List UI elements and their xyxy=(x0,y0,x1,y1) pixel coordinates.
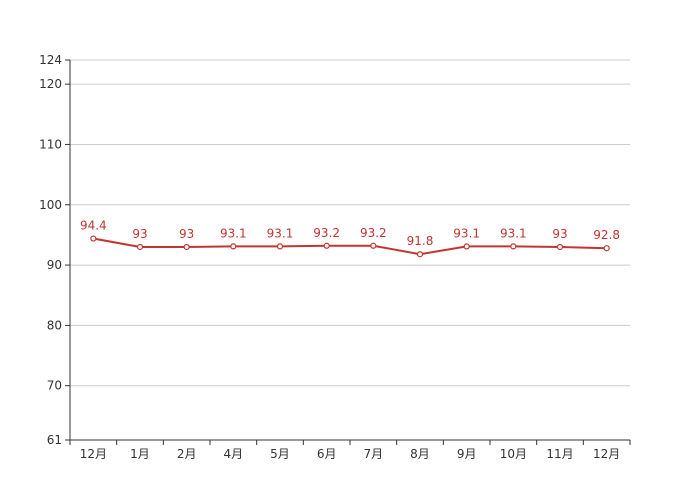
x-tick-label: 12月 xyxy=(80,447,107,461)
data-point xyxy=(510,243,517,250)
x-tick-label: 6月 xyxy=(317,447,337,461)
data-label: 93.1 xyxy=(500,226,527,240)
y-tick-label: 100 xyxy=(39,198,62,212)
x-tick-label: 8月 xyxy=(410,447,430,461)
series-line-path xyxy=(93,237,607,256)
x-tick-label: 5月 xyxy=(270,447,290,461)
data-label: 94.4 xyxy=(80,219,107,233)
axes xyxy=(69,60,630,441)
data-point xyxy=(136,243,144,251)
data-point xyxy=(463,243,470,250)
x-tick-label: 10月 xyxy=(500,447,527,461)
data-point xyxy=(230,243,237,250)
data-label: 93 xyxy=(132,227,147,241)
data-label: 93.1 xyxy=(220,226,247,240)
x-tick-label: 1月 xyxy=(130,447,150,461)
x-tick-label: 12月 xyxy=(593,447,620,461)
data-point xyxy=(276,243,284,250)
x-axis-ticks: 12月 1月 2月 4月 5月 6月 7月 8月 9月 10月 11月 12月 xyxy=(69,440,631,461)
y-axis-ticks: 61 70 80 90 100 110 120 124 xyxy=(39,53,70,447)
data-labels: 94.4 93 93 93.1 93.1 93.2 93.2 91.8 93.1 93.1 93 92… xyxy=(80,219,620,249)
data-point xyxy=(556,243,564,251)
y-tick-label: 110 xyxy=(39,137,62,151)
x-tick-label: 11月 xyxy=(546,447,573,461)
y-tick-label: 90 xyxy=(47,258,62,272)
series-line xyxy=(93,237,607,256)
data-label: 93.1 xyxy=(267,226,294,240)
x-tick-label: 2月 xyxy=(177,447,197,461)
data-label: 93 xyxy=(552,227,567,241)
data-point xyxy=(90,235,97,242)
data-point xyxy=(183,243,190,251)
data-label: 93.2 xyxy=(360,226,387,240)
data-label: 93 xyxy=(179,227,194,241)
y-tick-label: 61 xyxy=(47,433,62,447)
data-label: 93.1 xyxy=(453,226,480,240)
data-label: 91.8 xyxy=(407,234,434,248)
data-label: 93.2 xyxy=(313,226,340,240)
y-tick-label: 120 xyxy=(39,77,62,91)
data-point xyxy=(370,242,377,249)
y-tick-label: 80 xyxy=(47,318,62,332)
data-point xyxy=(416,251,424,258)
series-points xyxy=(90,235,610,258)
data-label: 92.8 xyxy=(593,228,620,242)
x-tick-label: 9月 xyxy=(457,447,477,461)
x-tick-label: 4月 xyxy=(224,447,244,461)
x-tick-label: 7月 xyxy=(364,447,384,461)
data-point xyxy=(323,242,330,249)
y-tick-label: 70 xyxy=(47,379,62,393)
y-tick-label: 124 xyxy=(39,53,62,67)
gridlines xyxy=(70,59,630,387)
data-point xyxy=(603,245,610,252)
